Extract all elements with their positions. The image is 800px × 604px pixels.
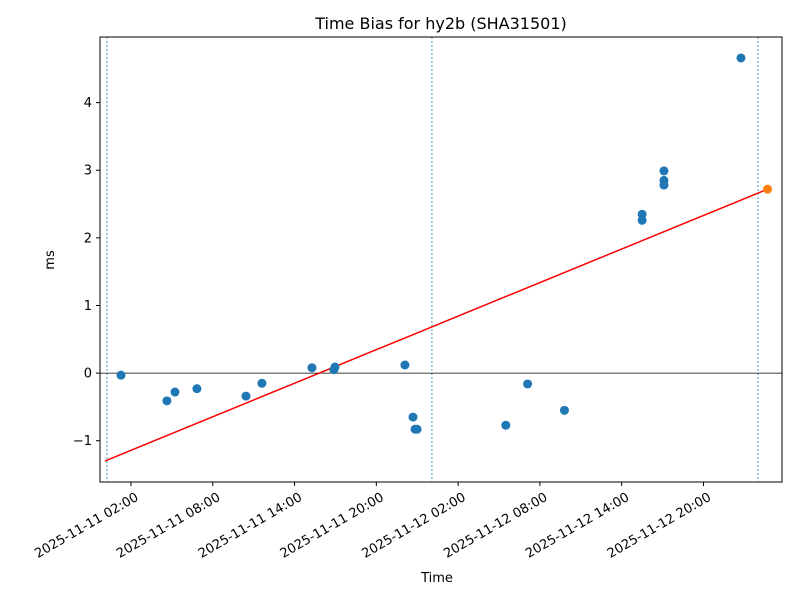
plot-frame — [99, 36, 783, 483]
fit-line — [104, 188, 768, 462]
y-axis-label: ms — [43, 250, 58, 270]
measurements-point — [400, 360, 410, 370]
measurements-point — [412, 424, 422, 434]
prediction-point — [763, 184, 773, 194]
measurements-point — [257, 378, 267, 388]
chart-title: Time Bias for hy2b (SHA31501) — [314, 14, 567, 33]
measurements-point — [241, 391, 251, 401]
measurements-point — [192, 384, 202, 394]
measurements-point — [659, 166, 669, 176]
y-tick-label: 1 — [84, 299, 92, 314]
measurements-point — [307, 363, 317, 373]
y-tick-label: 0 — [84, 367, 92, 382]
measurements-point — [637, 215, 647, 225]
measurements-point — [523, 379, 533, 389]
measurements-point — [501, 420, 511, 430]
measurements-point — [659, 175, 669, 185]
x-axis-label: Time — [420, 571, 453, 586]
measurements-point — [162, 396, 172, 406]
y-tick-label: −1 — [73, 434, 92, 449]
measurements-point — [736, 53, 746, 63]
measurements-point — [408, 412, 418, 422]
y-tick-label: 4 — [84, 96, 92, 111]
measurements-point — [116, 370, 126, 380]
measurements-point — [170, 387, 180, 397]
y-tick-label: 3 — [84, 164, 92, 179]
measurements-point — [330, 362, 340, 372]
measurements-point — [559, 405, 569, 415]
y-tick-label: 2 — [84, 231, 92, 246]
